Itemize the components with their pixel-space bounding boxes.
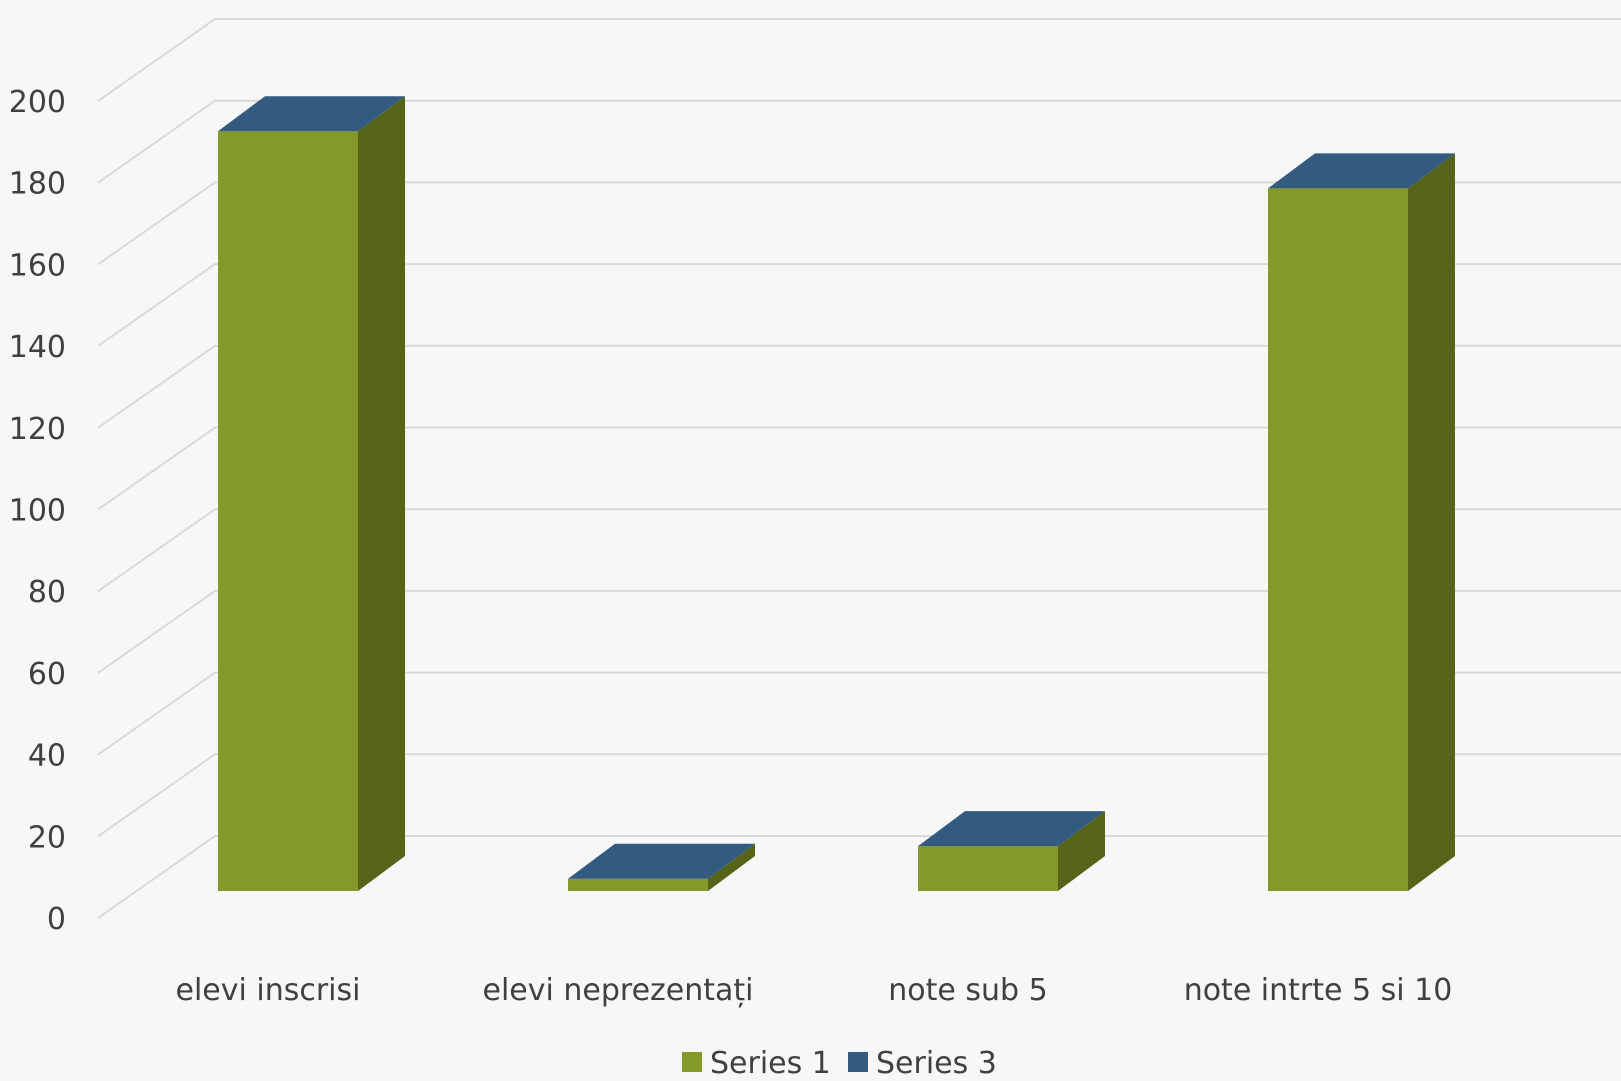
y-tick-label: 0	[47, 902, 66, 937]
y-tick-label: 200	[9, 85, 66, 120]
bar-top	[568, 843, 755, 879]
x-tick-label: elevi neprezentați	[483, 973, 754, 1008]
x-tick-label: note intrte 5 si 10	[1184, 973, 1453, 1008]
x-axis: elevi inscrisi elevi neprezentați note sub…	[176, 973, 1453, 1008]
gridline	[97, 18, 1621, 102]
legend-label: Series 3	[876, 1046, 997, 1081]
bar-top	[218, 96, 405, 132]
bar-side	[358, 96, 405, 891]
gridline	[97, 426, 1621, 511]
gridline	[97, 344, 1621, 429]
gridline	[97, 99, 1621, 184]
y-tick-label: 40	[28, 739, 66, 774]
bar-front	[918, 846, 1058, 891]
y-tick-label: 20	[28, 820, 66, 855]
y-tick-label: 140	[9, 330, 66, 365]
y-tick-label: 100	[9, 494, 66, 529]
bars	[218, 96, 1455, 891]
bar-side	[1408, 153, 1455, 891]
legend-swatch	[682, 1052, 702, 1072]
legend-swatch	[848, 1052, 868, 1072]
gridline	[97, 589, 1621, 674]
x-tick-label: elevi inscrisi	[176, 973, 361, 1008]
y-tick-label: 120	[9, 412, 66, 447]
gridlines	[97, 18, 1621, 919]
gridline	[97, 181, 1621, 266]
bar-side	[1058, 811, 1105, 891]
legend-label: Series 1	[710, 1046, 831, 1081]
bar-top	[1268, 153, 1455, 189]
x-tick-label: note sub 5	[888, 973, 1047, 1008]
y-tick-label: 180	[9, 167, 66, 202]
bar-side	[708, 843, 755, 891]
gridline	[97, 508, 1621, 593]
legend: Series 1 Series 3	[682, 1046, 997, 1081]
bar	[1268, 153, 1455, 891]
gridline	[97, 753, 1621, 838]
gridline	[97, 835, 1621, 919]
bar-top	[918, 811, 1105, 847]
y-axis: 0 20 40 60 80 100 120 140 160 180 200	[9, 85, 66, 937]
bar	[918, 811, 1105, 891]
bar-front	[1268, 188, 1408, 891]
y-tick-label: 80	[28, 575, 66, 610]
bar-front	[568, 878, 708, 891]
bar	[218, 96, 405, 891]
bar-front	[218, 131, 358, 891]
bar	[568, 843, 755, 891]
gridline	[97, 671, 1621, 756]
y-tick-label: 60	[28, 657, 66, 692]
gridline	[97, 263, 1621, 347]
y-tick-label: 160	[9, 248, 66, 283]
